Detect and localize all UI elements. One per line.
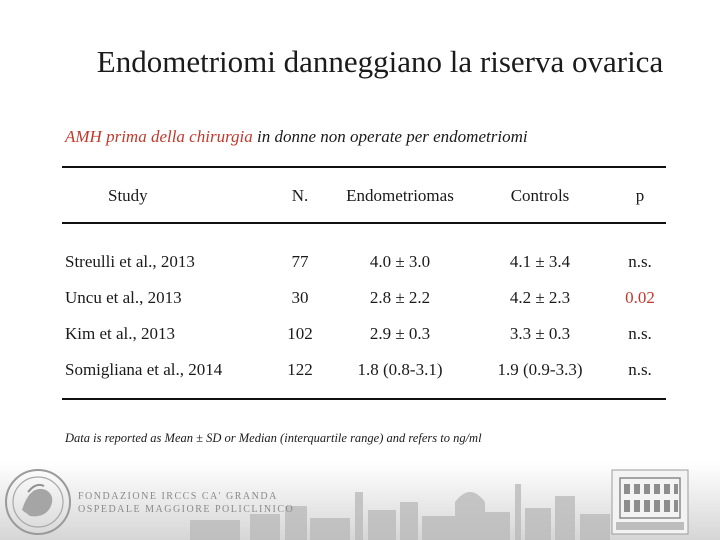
foundation-line2: OSPEDALE MAGGIORE POLICLINICO xyxy=(78,504,295,515)
table-header-row: Study N. Endometriomas Controls p xyxy=(60,170,670,222)
cell-controls: 3.3 ± 0.3 xyxy=(509,324,571,343)
cell-study: Uncu et al., 2013 xyxy=(65,288,182,307)
cell-n: 30 xyxy=(291,288,309,307)
table-row: Streulli et al., 2013 77 4.0 ± 3.0 4.1 ±… xyxy=(60,244,670,280)
header-bottom-rule xyxy=(62,222,666,224)
subtitle-rest: in donne non operate per endometriomi xyxy=(252,127,528,146)
cell-endometriomas: 2.9 ± 0.3 xyxy=(369,324,431,343)
table-bottom-rule xyxy=(62,398,666,400)
footnote: Data is reported as Mean ± SD or Median … xyxy=(65,431,482,445)
header-study: Study xyxy=(108,186,148,205)
table-row: Somigliana et al., 2014 122 1.8 (0.8-3.1… xyxy=(60,352,670,388)
header-p: p xyxy=(635,186,645,205)
foundation-name: FONDAZIONE IRCCS CA' GRANDA OSPEDALE MAG… xyxy=(78,490,294,516)
cell-p: n.s. xyxy=(628,360,652,379)
cell-p: n.s. xyxy=(628,324,652,343)
city-skyline xyxy=(0,462,720,540)
cell-study: Streulli et al., 2013 xyxy=(65,252,195,271)
cell-n: 122 xyxy=(287,360,313,379)
cell-p-significant: 0.02 xyxy=(625,288,655,307)
table-row: Kim et al., 2013 102 2.9 ± 0.3 3.3 ± 0.3… xyxy=(60,316,670,352)
cell-study: Kim et al., 2013 xyxy=(65,324,176,343)
seal-logo-icon xyxy=(5,469,71,535)
hospital-building-icon xyxy=(611,469,689,535)
foundation-line1: FONDAZIONE IRCCS CA' GRANDA xyxy=(78,491,278,502)
header-endometriomas: Endometriomas xyxy=(346,186,454,205)
table-row: Uncu et al., 2013 30 2.8 ± 2.2 4.2 ± 2.3… xyxy=(60,280,670,316)
cell-p: n.s. xyxy=(628,252,652,271)
cell-controls: 4.1 ± 3.4 xyxy=(509,252,571,271)
subtitle-highlight: AMH prima della chirurgia xyxy=(65,127,253,146)
cell-n: 77 xyxy=(291,252,309,271)
cell-endometriomas: 4.0 ± 3.0 xyxy=(369,252,431,271)
table-top-rule xyxy=(62,166,666,168)
cell-n: 102 xyxy=(287,324,313,343)
cell-controls: 4.2 ± 2.3 xyxy=(509,288,571,307)
header-controls: Controls xyxy=(510,186,570,205)
results-table: Study N. Endometriomas Controls p Streul… xyxy=(60,170,670,388)
cell-endometriomas: 2.8 ± 2.2 xyxy=(369,288,431,307)
footer-banner xyxy=(0,462,720,540)
cell-study: Somigliana et al., 2014 xyxy=(65,360,223,379)
header-n: N. xyxy=(291,186,309,205)
cell-endometriomas: 1.8 (0.8-3.1) xyxy=(357,360,443,379)
cell-controls: 1.9 (0.9-3.3) xyxy=(497,360,583,379)
slide-subtitle: AMH prima della chirurgia in donne non o… xyxy=(65,127,528,147)
slide-title: Endometriomi danneggiano la riserva ovar… xyxy=(96,44,664,79)
